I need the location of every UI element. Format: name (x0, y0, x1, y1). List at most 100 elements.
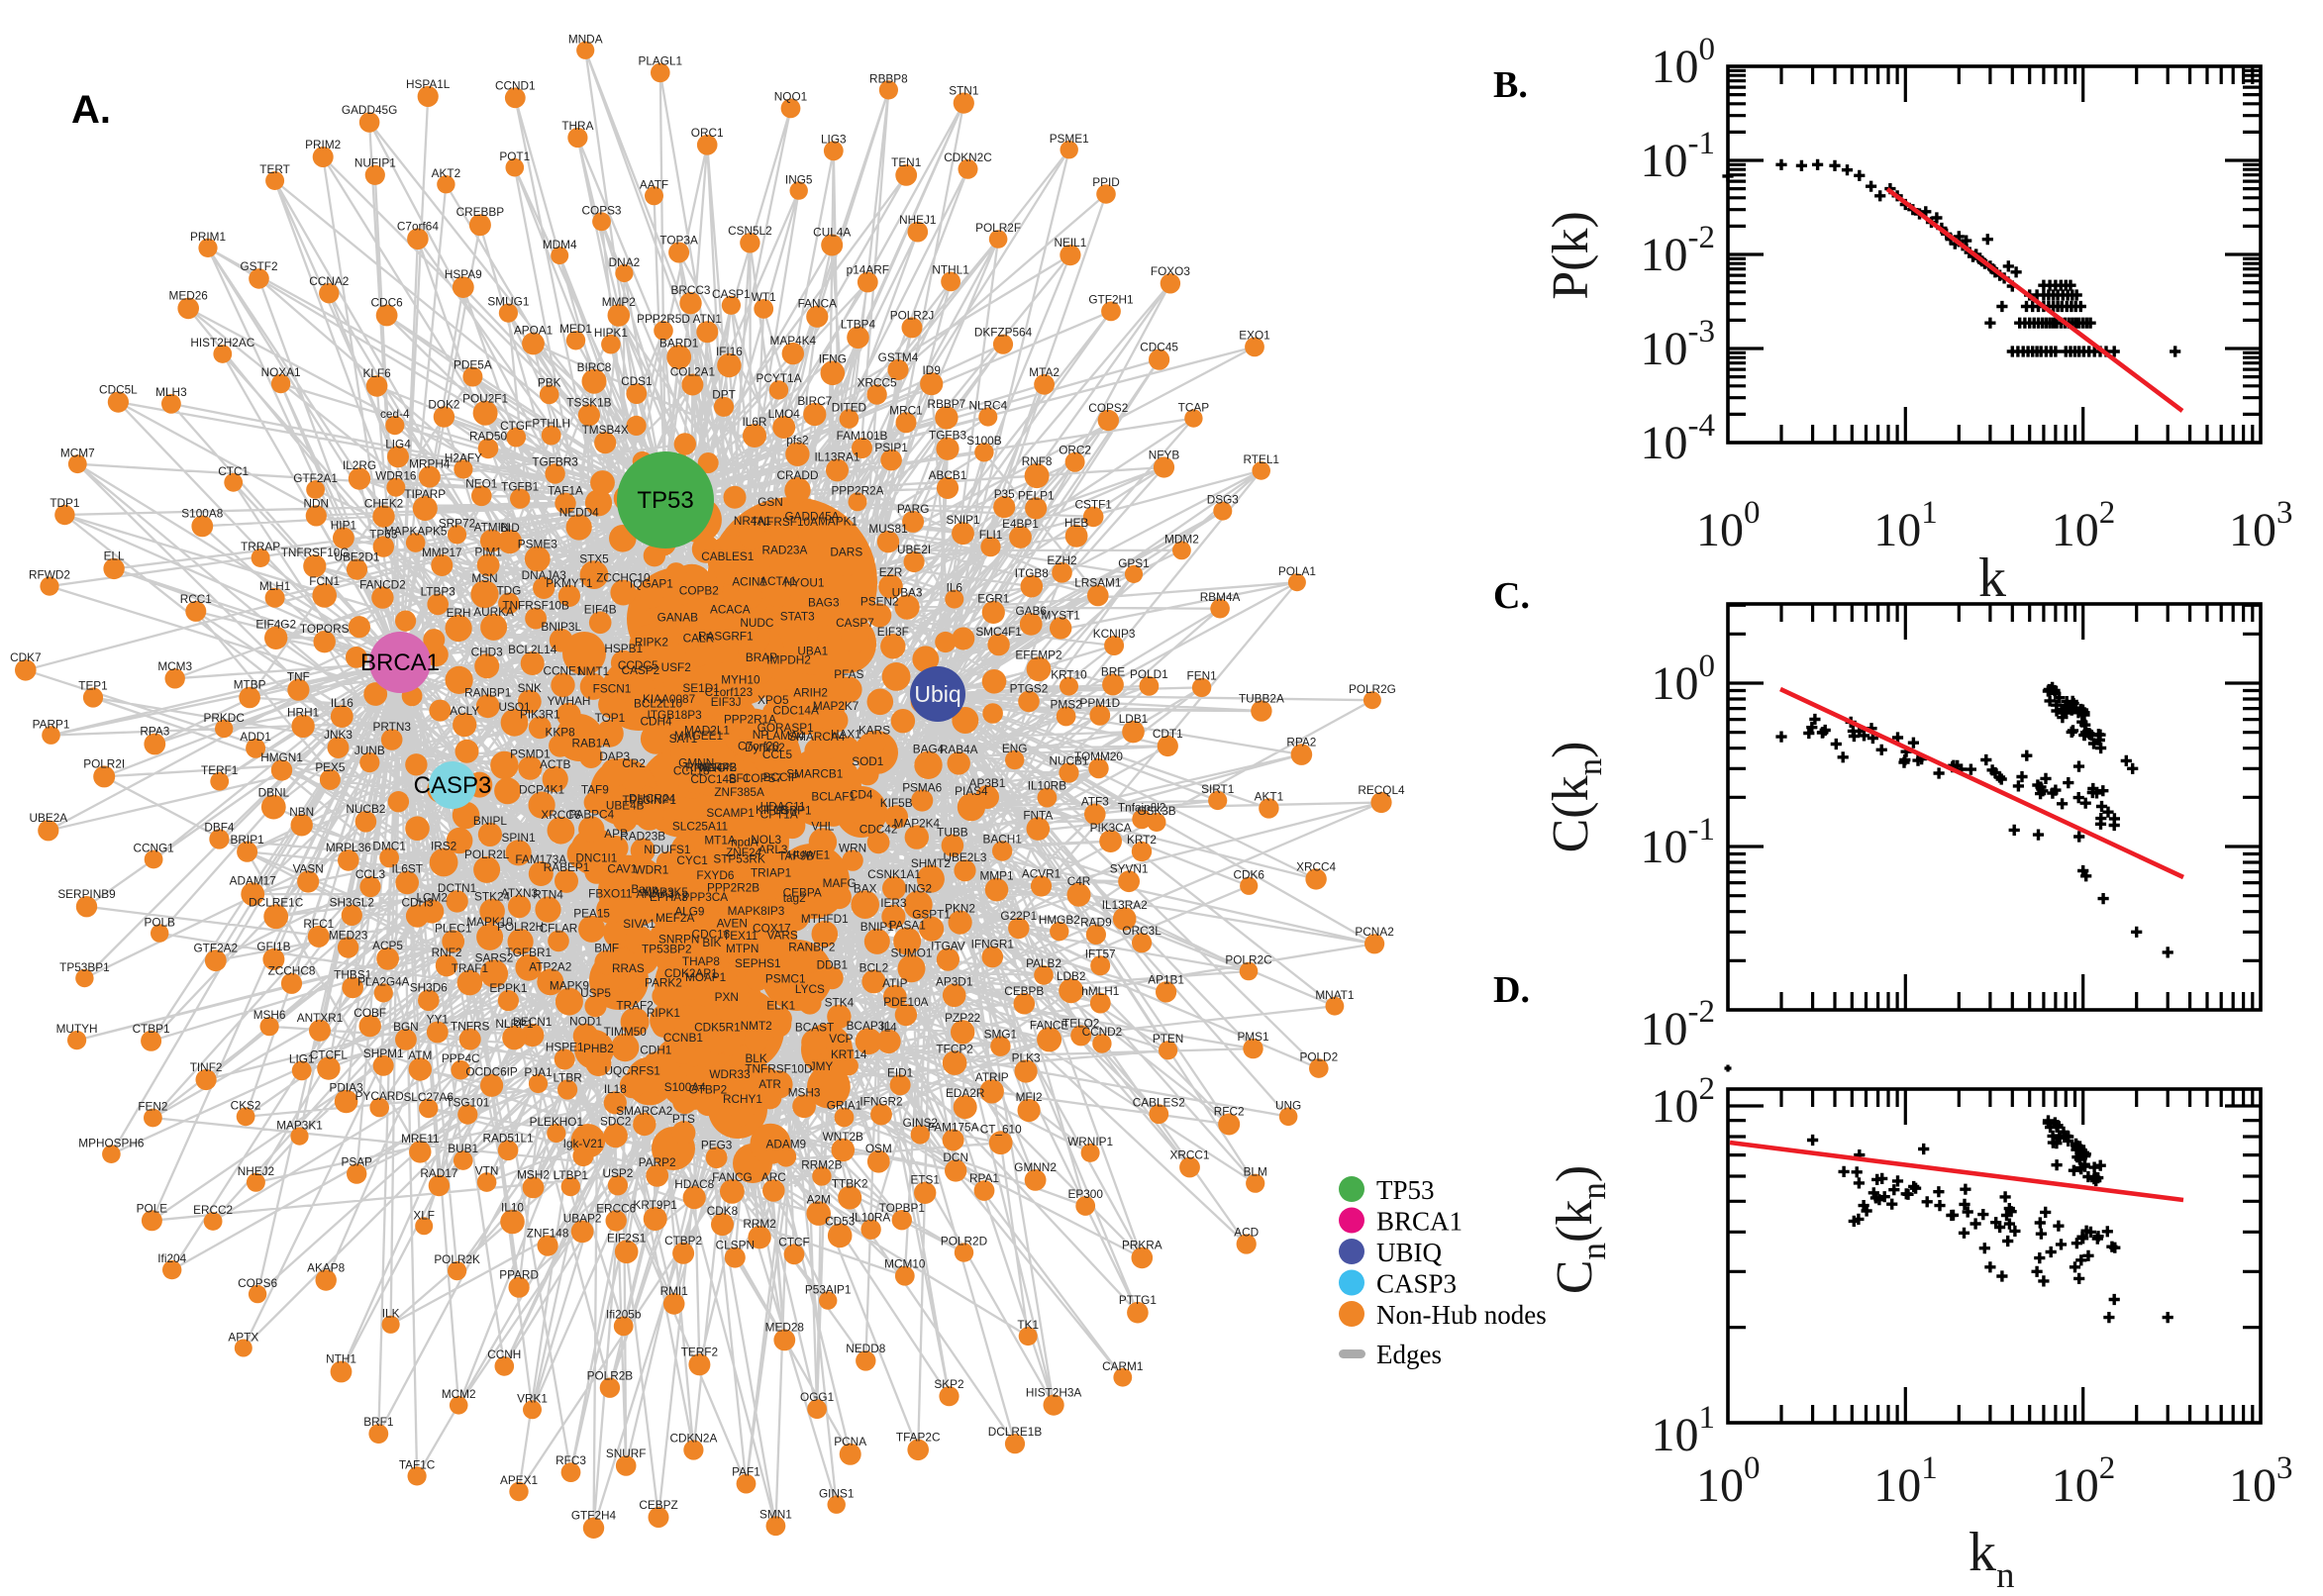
svg-text:IER3: IER3 (880, 896, 907, 910)
svg-text:Ubiq: Ubiq (914, 681, 960, 707)
svg-text:CDK5R1: CDK5R1 (694, 1021, 741, 1035)
svg-text:HSPB1: HSPB1 (604, 642, 643, 655)
svg-text:JUNB: JUNB (354, 744, 385, 757)
svg-text:HAX1: HAX1 (831, 727, 861, 741)
svg-text:BECN1: BECN1 (513, 1015, 552, 1029)
svg-text:CCNH: CCNH (487, 1347, 521, 1361)
svg-text:COX17: COX17 (753, 922, 791, 936)
svg-text:TTBK2: TTBK2 (832, 1177, 868, 1191)
svg-text:PDE10A: PDE10A (883, 995, 928, 1009)
svg-text:YWHAH: YWHAH (547, 694, 590, 708)
svg-text:SMUG1: SMUG1 (487, 295, 529, 309)
svg-text:NHEJ2: NHEJ2 (238, 1164, 274, 1178)
svg-text:ACP5: ACP5 (372, 939, 403, 952)
svg-text:NDN: NDN (304, 496, 330, 510)
svg-text:PPP2R2A: PPP2R2A (831, 483, 883, 497)
svg-text:10-4: 10-4 (1641, 408, 1716, 469)
svg-text:GSTM4: GSTM4 (878, 350, 919, 364)
svg-text:NUCB1: NUCB1 (1050, 754, 1089, 768)
svg-text:BCL2: BCL2 (859, 960, 889, 974)
svg-text:PELP1: PELP1 (1018, 488, 1055, 502)
svg-text:HSPA9: HSPA9 (445, 267, 482, 281)
svg-text:THRA: THRA (561, 119, 593, 133)
svg-text:NQO1: NQO1 (774, 90, 807, 104)
svg-text:MAPKAPK5: MAPKAPK5 (384, 524, 448, 538)
svg-text:SDC2: SDC2 (600, 1115, 631, 1129)
svg-text:KARS: KARS (858, 724, 890, 738)
svg-text:TNFRSF10A: TNFRSF10A (751, 515, 818, 529)
svg-text:EP300: EP300 (1067, 1187, 1103, 1201)
svg-text:GSN: GSN (758, 495, 783, 509)
svg-text:TELO2: TELO2 (1062, 1017, 1099, 1031)
svg-text:TOPORS: TOPORS (300, 622, 350, 636)
svg-text:ATR: ATR (758, 1077, 781, 1091)
svg-text:CDC14A: CDC14A (772, 703, 819, 717)
svg-text:RAD23B: RAD23B (620, 830, 665, 844)
svg-text:G22P1: G22P1 (1000, 909, 1037, 923)
svg-text:ING5: ING5 (785, 172, 813, 186)
svg-text:FEN2: FEN2 (138, 1100, 167, 1114)
svg-text:MCM3: MCM3 (157, 659, 192, 673)
svg-text:S100A4: S100A4 (664, 1080, 706, 1094)
svg-text:IL6R: IL6R (743, 415, 767, 429)
svg-text:PTTG1: PTTG1 (1119, 1293, 1157, 1307)
svg-text:ERCC6: ERCC6 (596, 1201, 636, 1215)
svg-text:RNF144B: RNF144B (685, 760, 737, 774)
svg-text:GTF2A1: GTF2A1 (293, 471, 338, 485)
svg-text:MSH2: MSH2 (517, 1168, 550, 1182)
svg-text:PRKDC: PRKDC (204, 711, 246, 725)
svg-text:STK4: STK4 (825, 996, 855, 1010)
svg-text:ITGAV: ITGAV (931, 940, 965, 953)
svg-text:NBN: NBN (289, 805, 314, 819)
svg-text:BMF: BMF (594, 942, 619, 955)
svg-text:NLRC4: NLRC4 (968, 399, 1007, 413)
svg-text:RTEL1: RTEL1 (1243, 452, 1279, 466)
svg-text:JNK3: JNK3 (324, 728, 353, 742)
svg-text:CABLES1: CABLES1 (701, 549, 754, 563)
svg-text:DCTN1: DCTN1 (438, 881, 476, 895)
svg-text:PAF1: PAF1 (732, 1465, 760, 1479)
svg-text:MAD2L1: MAD2L1 (684, 724, 730, 738)
svg-text:RFC2: RFC2 (1214, 1105, 1245, 1119)
svg-text:E4BP1: E4BP1 (1002, 517, 1039, 531)
svg-text:CD53: CD53 (825, 1215, 856, 1229)
svg-text:SEPHS1: SEPHS1 (735, 956, 781, 970)
svg-text:A.: A. (71, 88, 111, 132)
svg-text:ZCCHC8: ZCCHC8 (268, 964, 316, 978)
svg-text:BAG4: BAG4 (913, 743, 945, 756)
svg-text:LTBP4: LTBP4 (841, 318, 876, 332)
svg-text:TRAF1: TRAF1 (452, 961, 488, 975)
svg-text:BRE: BRE (1101, 665, 1125, 679)
svg-text:PDE5A: PDE5A (454, 358, 492, 372)
svg-text:MAP3K1: MAP3K1 (276, 1119, 323, 1133)
svg-text:SYVN1: SYVN1 (1110, 861, 1149, 875)
svg-text:USO1: USO1 (498, 700, 530, 714)
svg-text:TAF9B: TAF9B (778, 848, 814, 862)
svg-text:NMT1: NMT1 (577, 664, 609, 678)
svg-text:CEBPZ: CEBPZ (639, 1498, 677, 1512)
svg-text:PARC: PARC (694, 761, 726, 775)
svg-text:POLR2H: POLR2H (497, 920, 544, 934)
svg-text:EDA2R: EDA2R (946, 1086, 984, 1100)
svg-text:BUB1: BUB1 (448, 1142, 478, 1155)
svg-text:MAFG: MAFG (823, 876, 857, 890)
svg-text:RRM2: RRM2 (743, 1217, 775, 1231)
svg-text:MSN: MSN (471, 571, 497, 585)
svg-text:CCL18: CCL18 (673, 764, 710, 778)
svg-text:MAPK1: MAPK1 (818, 515, 858, 529)
svg-text:PARG: PARG (897, 502, 930, 516)
svg-text:CSN5L2: CSN5L2 (728, 224, 772, 238)
svg-text:CCNG1: CCNG1 (133, 842, 173, 855)
svg-text:UBE2I: UBE2I (897, 543, 931, 556)
svg-text:TIPARP: TIPARP (404, 487, 446, 501)
svg-text:IL10: IL10 (501, 1201, 524, 1215)
svg-text:RAB4A: RAB4A (940, 743, 978, 756)
svg-text:NEO1: NEO1 (465, 477, 497, 491)
svg-text:ID9: ID9 (923, 363, 941, 377)
svg-text:RAB1A: RAB1A (572, 736, 611, 749)
svg-text:TNFRS: TNFRS (451, 1020, 489, 1034)
svg-text:PJA1: PJA1 (524, 1065, 552, 1079)
svg-text:XPO5: XPO5 (758, 693, 789, 707)
svg-text:BCL2L10: BCL2L10 (634, 696, 683, 710)
svg-text:POLR2D: POLR2D (941, 1234, 987, 1247)
